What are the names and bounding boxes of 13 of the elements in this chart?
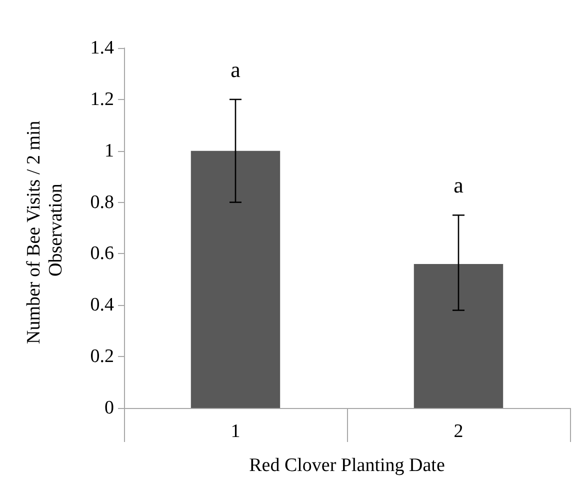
y-axis-title: Number of Bee Visits / 2 min Observation (24, 116, 66, 344)
y-tick-label: 0.2 (90, 346, 114, 368)
y-tick-label: 0.6 (90, 243, 114, 264)
y-tick-label: 0.4 (90, 294, 114, 316)
y-tick-label: 0 (104, 398, 114, 418)
x-axis-title: Red Clover Planting Date (249, 455, 445, 476)
y-tick-label: 1 (104, 140, 114, 162)
y-tick-label: 1.2 (90, 88, 114, 110)
annotation: a (230, 56, 241, 82)
x-tick-label: 2 (454, 421, 464, 442)
annotation: a (454, 172, 464, 198)
y-tick-label: 1.4 (90, 38, 114, 58)
y-tick-label: 0.8 (90, 192, 114, 213)
